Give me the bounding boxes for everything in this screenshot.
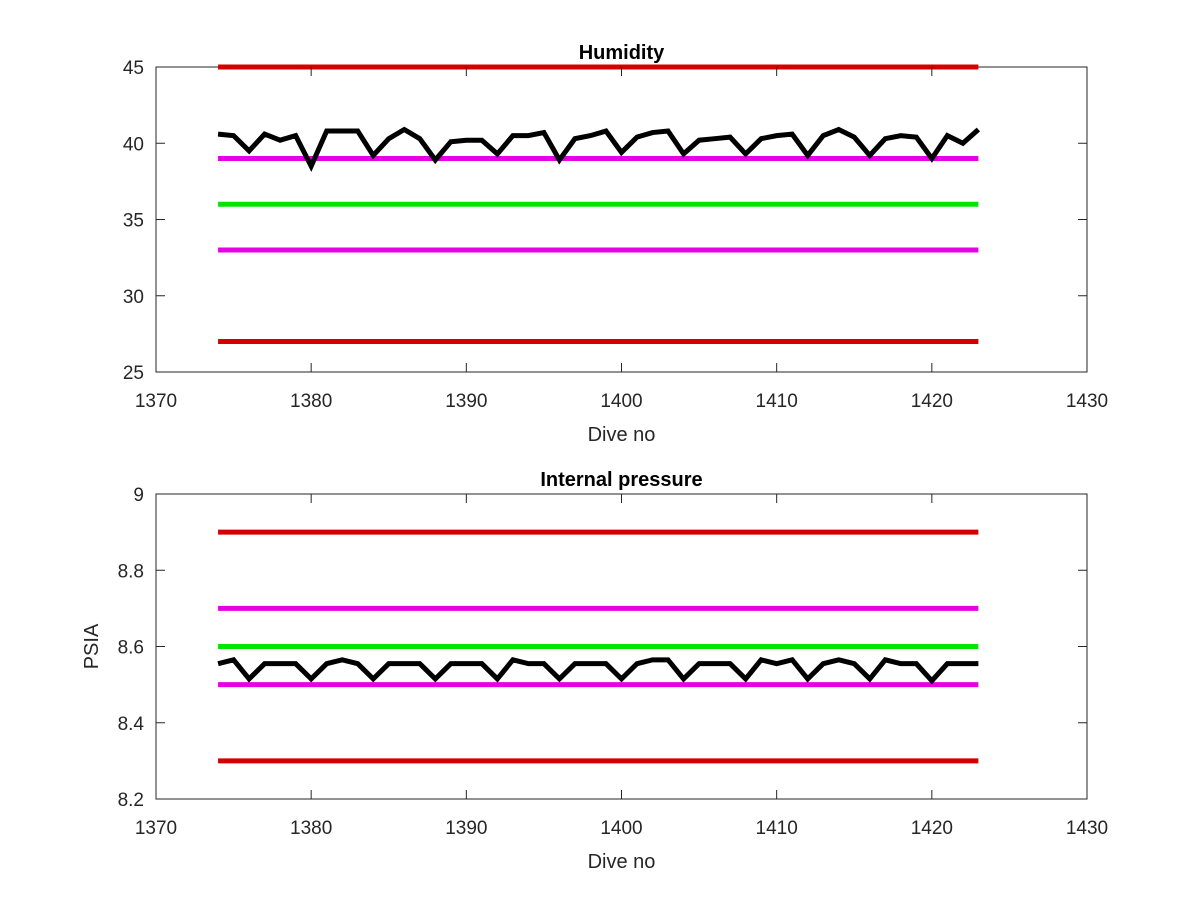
humidity-axes-box xyxy=(155,66,1088,373)
humidity-x-tick-label: 1400 xyxy=(600,391,642,412)
internal-pressure-x-tick-label: 1390 xyxy=(445,818,487,839)
internal-pressure-y-tick-label: 9 xyxy=(133,485,144,506)
internal-pressure-title: Internal pressure xyxy=(540,469,702,491)
internal-pressure-measured-line xyxy=(217,657,979,685)
humidity-chart: 1370 1380 1390 1400 1410 1420 1430 25 30 35 40 45 Hu… xyxy=(123,42,1108,446)
humidity-x-tick-label: 1370 xyxy=(135,391,177,412)
internal-pressure-x-tick-label: 1430 xyxy=(1066,818,1108,839)
internal-pressure-x-tick-label: 1370 xyxy=(135,818,177,839)
internal-pressure-series xyxy=(217,529,979,764)
humidity-x-tick-label: 1430 xyxy=(1066,391,1108,412)
internal-pressure-y-axis-label: PSIA xyxy=(81,623,103,669)
humidity-x-tick-label: 1380 xyxy=(290,391,332,412)
internal-pressure-chart: 1370 1380 1390 1400 1410 1420 1430 8.2 8.4 8.6 8.8… xyxy=(81,469,1108,873)
humidity-x-tick-label: 1390 xyxy=(445,391,487,412)
humidity-title: Humidity xyxy=(579,42,665,64)
internal-pressure-y-tick-label: 8.4 xyxy=(118,714,145,735)
humidity-y-tick-label: 40 xyxy=(123,134,144,155)
humidity-x-tick-label: 1420 xyxy=(911,391,953,412)
internal-pressure-y-tick-label: 8.8 xyxy=(118,561,144,582)
internal-pressure-y-tick-label: 8.6 xyxy=(118,638,144,659)
internal-pressure-x-tick-label: 1380 xyxy=(290,818,332,839)
internal-pressure-y-tick-label: 8.2 xyxy=(118,790,144,811)
internal-pressure-x-tick-label: 1420 xyxy=(911,818,953,839)
humidity-measured-line xyxy=(217,126,981,172)
humidity-series xyxy=(217,64,981,344)
humidity-y-tick-label: 35 xyxy=(123,211,144,232)
internal-pressure-x-tick-label: 1400 xyxy=(600,818,642,839)
internal-pressure-x-axis-label: Dive no xyxy=(588,851,656,873)
humidity-x-tick-label: 1410 xyxy=(756,391,798,412)
internal-pressure-x-tick-label: 1410 xyxy=(756,818,798,839)
humidity-y-tick-label: 30 xyxy=(123,287,144,308)
humidity-y-tick-label: 25 xyxy=(123,363,144,384)
humidity-x-axis-label: Dive no xyxy=(588,424,656,446)
humidity-y-tick-label: 45 xyxy=(123,58,144,79)
